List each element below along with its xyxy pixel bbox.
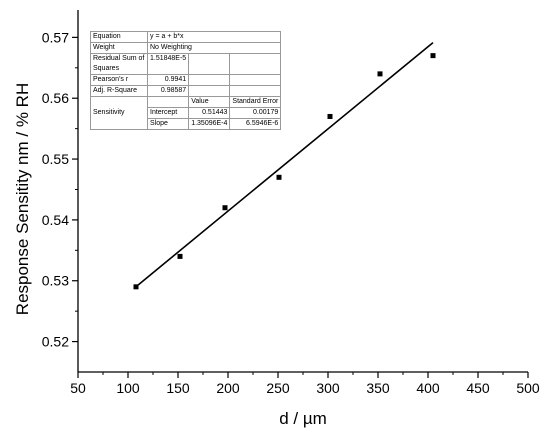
data-point: [430, 53, 436, 59]
y-tick-label: 0.54: [42, 212, 69, 228]
data-point: [133, 284, 139, 290]
x-tick-label: 450: [466, 380, 490, 396]
x-tick-label: 350: [366, 380, 390, 396]
slope-error: 6.5946E-6: [229, 118, 282, 130]
y-tick-label: 0.57: [42, 29, 69, 45]
x-tick-label: 400: [416, 380, 440, 396]
x-axis-label: d / µm: [279, 409, 327, 428]
x-tick-label: 200: [216, 380, 240, 396]
intercept-label: Intercept: [146, 107, 190, 119]
x-tick-label: 100: [116, 380, 140, 396]
rss-value: 1.51848E-5: [146, 53, 190, 75]
data-point: [177, 253, 183, 259]
y-tick-label: 0.53: [42, 273, 69, 289]
pearson-label: Pearson's r: [90, 74, 148, 86]
stderr-header: Standard Error: [229, 96, 282, 108]
value-header: Value: [188, 96, 231, 108]
data-points: [133, 53, 436, 290]
x-tick-label: 500: [516, 380, 540, 396]
x-tick-label: 50: [70, 380, 86, 396]
y-tick-label: 0.55: [42, 151, 69, 167]
fit-line: [135, 41, 434, 288]
rss-label: Residual Sum of Squares: [90, 53, 148, 75]
data-point: [222, 205, 228, 211]
slope-value: 1.35096E-4: [188, 118, 231, 130]
intercept-value: 0.51443: [188, 107, 231, 119]
series-label: Sensitivity: [90, 96, 148, 130]
x-tick-label: 250: [266, 380, 290, 396]
pearson-value: 0.9941: [146, 74, 190, 86]
slope-label: Slope: [146, 118, 190, 130]
y-ticks: 0.52 0.53 0.54 0.55 0.56 0.57: [42, 29, 78, 350]
adj-r-square-label: Adj. R-Square: [90, 85, 148, 97]
x-tick-label: 300: [316, 380, 340, 396]
y-axis-label: Response Sensitity nm / % RH: [13, 83, 32, 315]
intercept-error: 0.00179: [229, 107, 282, 119]
equation-value: y = a + b*x: [146, 31, 282, 43]
linear-fit-line: [135, 41, 434, 288]
weight-label: Weight: [90, 42, 148, 54]
fit-statistics-table: Equation y = a + b*x Weight No Weighting…: [90, 31, 282, 130]
x-ticks: 50 100 150 200 250 300 350 400 450 500: [70, 372, 540, 396]
data-point: [377, 71, 383, 77]
weight-value: No Weighting: [146, 42, 282, 54]
x-tick-label: 150: [166, 380, 190, 396]
equation-label: Equation: [90, 31, 148, 43]
adj-r-square-value: 0.98587: [146, 85, 190, 97]
y-tick-label: 0.56: [42, 90, 69, 106]
y-tick-label: 0.52: [42, 334, 69, 350]
data-point: [276, 174, 282, 180]
data-point: [327, 113, 333, 119]
